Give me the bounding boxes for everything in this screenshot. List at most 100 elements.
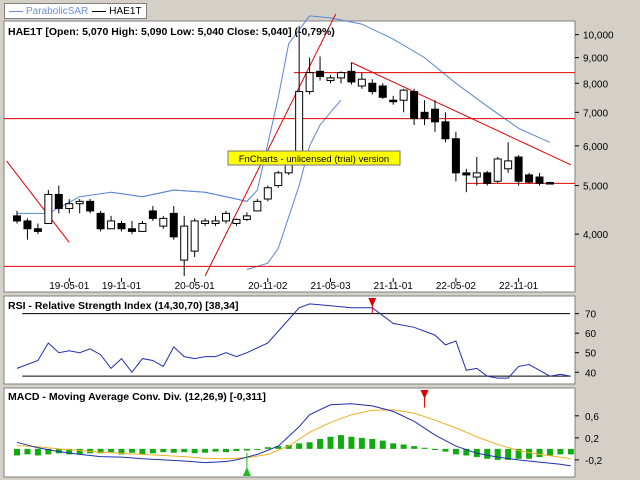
candle[interactable] <box>13 215 21 222</box>
macd-histogram-bar[interactable] <box>14 448 20 456</box>
macd-histogram-bar[interactable] <box>557 448 564 455</box>
macd-histogram-bar[interactable] <box>118 448 125 455</box>
macd-histogram-bar[interactable] <box>45 448 52 455</box>
candle[interactable] <box>96 212 105 230</box>
macd-histogram-bar[interactable] <box>536 448 543 458</box>
candle[interactable] <box>326 77 335 82</box>
candle[interactable] <box>117 223 126 230</box>
candle[interactable] <box>148 210 157 219</box>
macd-histogram-bar[interactable] <box>567 448 574 455</box>
macd-histogram-bar[interactable] <box>348 436 355 449</box>
macd-histogram-bar[interactable] <box>337 435 344 449</box>
candle[interactable] <box>347 70 356 83</box>
candle[interactable] <box>389 99 398 103</box>
candle[interactable] <box>211 220 220 225</box>
rsi-panel[interactable] <box>3 295 576 385</box>
candle[interactable] <box>525 174 534 183</box>
macd-histogram-bar[interactable] <box>390 443 397 449</box>
candle[interactable] <box>127 228 136 232</box>
macd-sell-marker[interactable] <box>420 390 429 399</box>
macd-histogram-bar[interactable] <box>149 448 156 454</box>
candle[interactable] <box>399 89 408 101</box>
macd-histogram-bar[interactable] <box>97 448 104 454</box>
candle[interactable] <box>23 220 32 230</box>
candle[interactable] <box>493 158 502 182</box>
rsi-sell-marker[interactable] <box>368 298 377 307</box>
macd-histogram-bar[interactable] <box>484 448 491 459</box>
candle[interactable] <box>138 223 147 232</box>
legend-item-hae1t[interactable]: HAE1T <box>92 6 142 17</box>
macd-histogram-bar[interactable] <box>254 448 261 450</box>
candle[interactable] <box>232 218 241 225</box>
candle[interactable] <box>75 200 84 205</box>
macd-histogram-bar[interactable] <box>223 448 229 453</box>
macd-histogram-bar[interactable] <box>34 448 41 456</box>
macd-histogram-bar[interactable] <box>463 448 470 456</box>
candle[interactable] <box>65 203 74 209</box>
candle[interactable] <box>253 200 262 212</box>
macd-histogram-bar[interactable] <box>526 448 533 459</box>
macd-histogram-bar[interactable] <box>400 444 407 449</box>
candle[interactable] <box>222 212 230 222</box>
candle[interactable] <box>295 91 304 154</box>
macd-histogram-bar[interactable] <box>108 448 115 453</box>
macd-histogram-bar[interactable] <box>275 446 282 449</box>
candle[interactable] <box>44 193 53 225</box>
candle[interactable] <box>462 172 471 176</box>
candle[interactable] <box>514 156 523 182</box>
candle[interactable] <box>420 111 429 120</box>
macd-histogram-bar[interactable] <box>24 448 31 455</box>
macd-histogram-bar[interactable] <box>442 448 449 452</box>
macd-histogram-bar[interactable] <box>317 438 324 449</box>
macd-histogram-bar[interactable] <box>66 448 73 455</box>
macd-histogram-bar[interactable] <box>139 448 146 455</box>
macd-histogram-bar[interactable] <box>327 436 334 449</box>
macd-histogram-bar[interactable] <box>505 448 512 460</box>
macd-histogram-bar[interactable] <box>358 437 365 449</box>
candle[interactable] <box>316 70 325 78</box>
candle[interactable] <box>368 82 377 93</box>
candle[interactable] <box>441 121 450 140</box>
candle[interactable] <box>201 220 210 225</box>
candle[interactable] <box>54 193 63 209</box>
macd-histogram-bar[interactable] <box>128 448 135 453</box>
macd-panel[interactable] <box>3 387 576 478</box>
macd-histogram-bar[interactable] <box>191 448 198 454</box>
candle[interactable] <box>545 182 554 185</box>
candle[interactable] <box>305 72 314 93</box>
candle[interactable] <box>107 220 116 230</box>
macd-histogram-bar[interactable] <box>170 448 177 453</box>
macd-histogram-bar[interactable] <box>264 447 271 449</box>
macd-histogram-bar[interactable] <box>212 448 219 452</box>
candle[interactable] <box>483 172 492 184</box>
macd-histogram-bar[interactable] <box>285 445 292 449</box>
macd-histogram-bar[interactable] <box>76 448 83 455</box>
macd-histogram-bar[interactable] <box>369 438 376 449</box>
macd-histogram-bar[interactable] <box>243 448 250 451</box>
candle[interactable] <box>357 78 366 87</box>
macd-histogram-bar[interactable] <box>233 448 240 452</box>
candle[interactable] <box>378 85 387 98</box>
candle[interactable] <box>431 108 439 123</box>
macd-histogram-bar[interactable] <box>432 448 438 450</box>
candle[interactable] <box>336 72 345 79</box>
macd-histogram-bar[interactable] <box>515 448 522 459</box>
macd-histogram-bar[interactable] <box>296 443 303 449</box>
candle[interactable] <box>504 160 513 170</box>
candle[interactable] <box>263 187 272 200</box>
candle[interactable] <box>410 91 419 120</box>
macd-histogram-bar[interactable] <box>546 448 553 456</box>
candle[interactable] <box>451 138 460 174</box>
macd-histogram-bar[interactable] <box>306 442 313 449</box>
candle[interactable] <box>472 172 481 178</box>
candle[interactable] <box>159 217 168 227</box>
candle[interactable] <box>535 176 544 184</box>
candle[interactable] <box>33 228 42 232</box>
macd-buy-marker[interactable] <box>242 467 251 476</box>
candle[interactable] <box>86 200 95 212</box>
macd-histogram-bar[interactable] <box>379 440 386 449</box>
macd-histogram-bar[interactable] <box>55 448 62 454</box>
macd-histogram-bar[interactable] <box>160 448 167 453</box>
macd-histogram-bar[interactable] <box>452 448 459 455</box>
